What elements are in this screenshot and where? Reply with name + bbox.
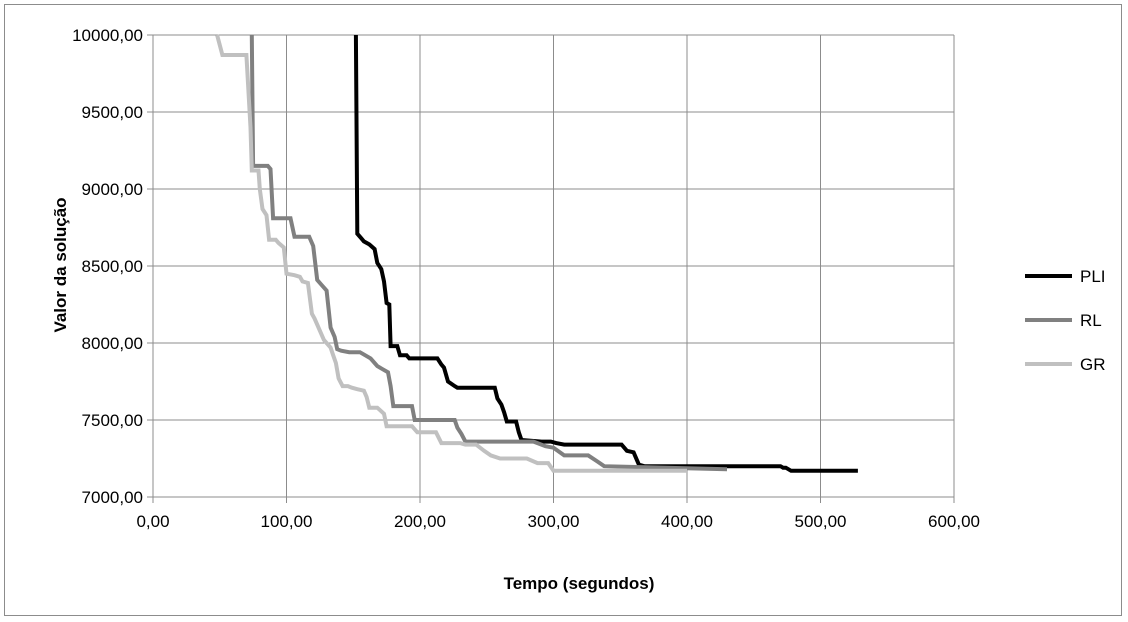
- x-tick-label: 600,00: [928, 512, 980, 531]
- x-tick-label: 100,00: [261, 512, 313, 531]
- gridlines: [153, 34, 955, 497]
- y-tick-label: 8500,00: [82, 257, 143, 276]
- y-tick-label: 8000,00: [82, 334, 143, 353]
- y-tick-label: 7000,00: [82, 488, 143, 507]
- x-tick-labels: 0,00 100,00 200,00 300,00 400,00 500,00 600,00: [136, 512, 980, 531]
- y-tick-labels: 7000,00 7500,00 8000,00 8500,00 9000,00 9500,…: [72, 26, 143, 507]
- legend-label-rl: RL: [1080, 311, 1102, 330]
- y-tick-label: 7500,00: [82, 411, 143, 430]
- x-tick-label: 0,00: [136, 512, 169, 531]
- x-axis-title: Tempo (segundos): [504, 574, 655, 593]
- series-line-gr: [215, 34, 687, 473]
- x-tick-label: 500,00: [795, 512, 847, 531]
- y-tick-label: 9000,00: [82, 180, 143, 199]
- legend-label-pli: PLI: [1080, 267, 1106, 286]
- axes: [147, 34, 955, 503]
- chart-frame: [4, 4, 1122, 616]
- y-tick-label: 9500,00: [82, 103, 143, 122]
- series-lines: [215, 34, 858, 473]
- y-axis-title: Valor da solução: [51, 197, 70, 332]
- series-line-pli: [353, 34, 858, 473]
- legend: PLI RL GR: [1025, 267, 1106, 374]
- x-tick-label: 300,00: [528, 512, 580, 531]
- x-tick-label: 200,00: [394, 512, 446, 531]
- series-line-rl: [249, 34, 728, 472]
- legend-label-gr: GR: [1080, 355, 1106, 374]
- x-tick-label: 400,00: [661, 512, 713, 531]
- y-tick-label: 10000,00: [72, 26, 143, 45]
